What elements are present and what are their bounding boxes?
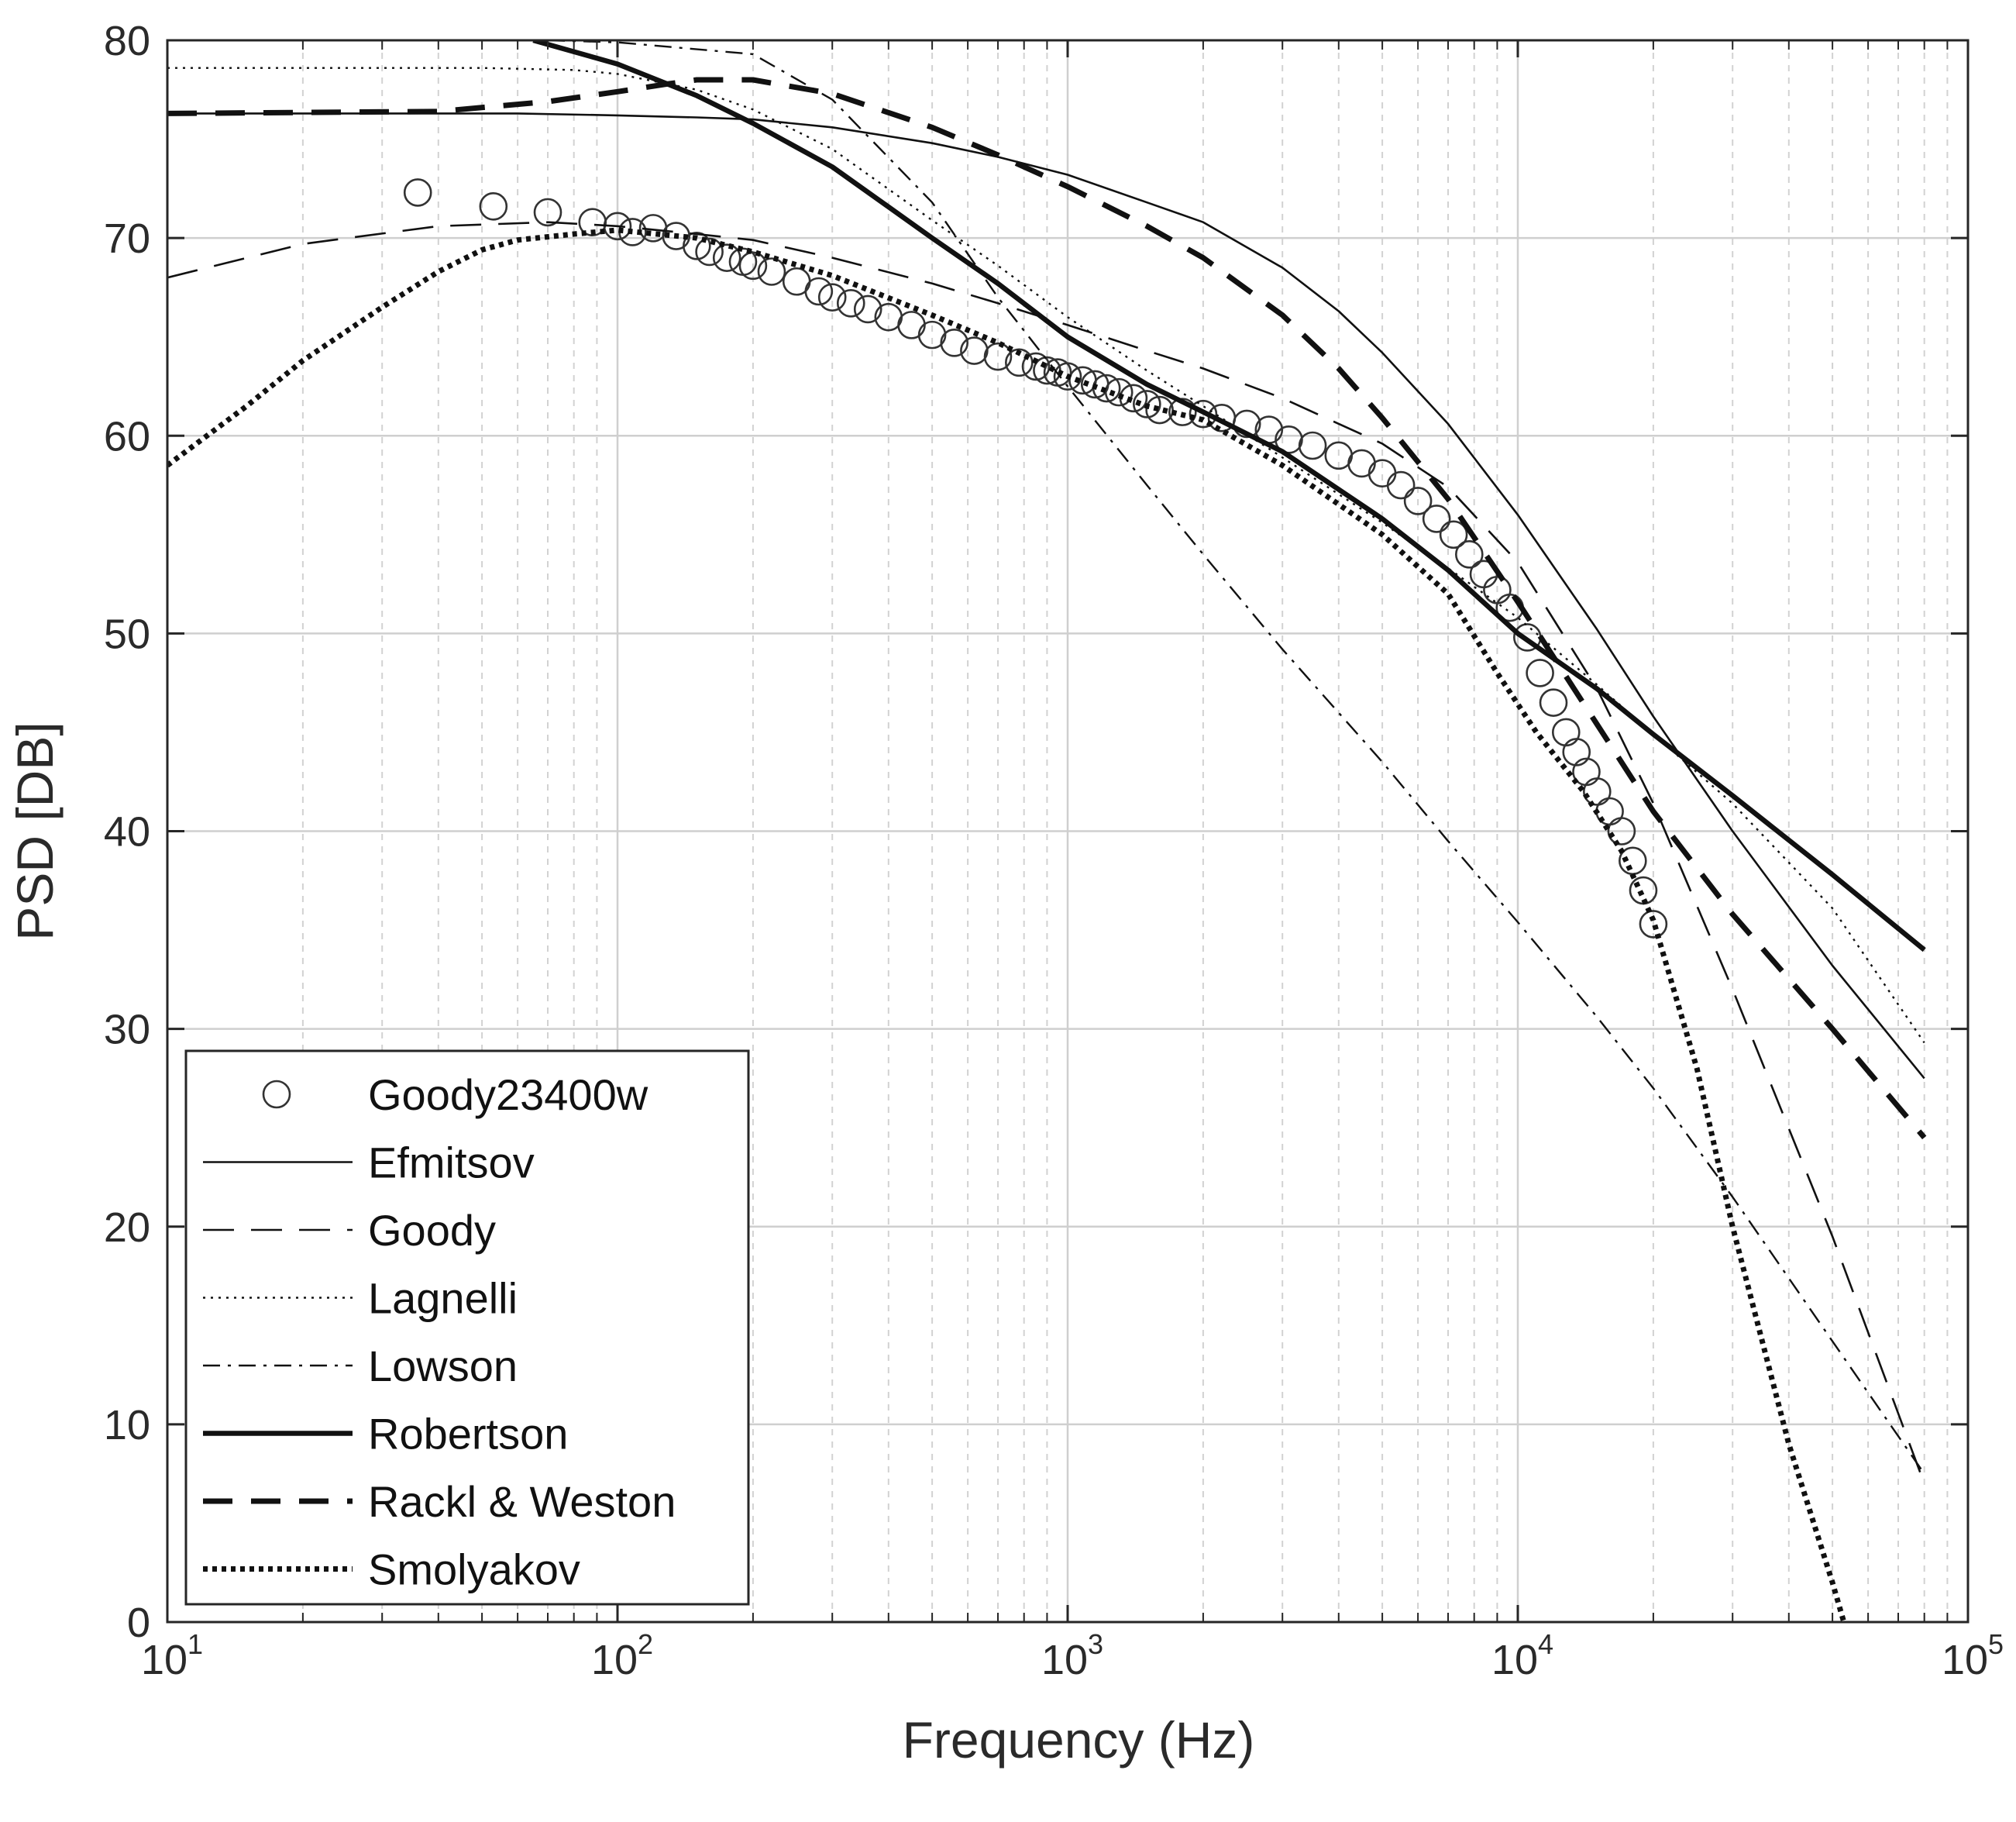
data-point [1275, 425, 1303, 454]
x-tick-exponent: 1 [187, 1628, 203, 1660]
data-point [1053, 362, 1082, 391]
data-point [1133, 390, 1161, 418]
x-tick-label: 102 [591, 1628, 653, 1683]
data-point [712, 243, 741, 272]
data-point [917, 320, 947, 350]
data-point [960, 336, 989, 365]
x-tick-base: 10 [1942, 1637, 1988, 1683]
data-point [1021, 352, 1051, 381]
legend-label-goody: Goody [368, 1206, 496, 1255]
y-tick-label: 70 [104, 215, 150, 262]
data-point [1005, 348, 1034, 377]
data-point [479, 192, 508, 221]
data-point [804, 277, 834, 306]
data-point [1562, 738, 1591, 766]
series-line-goody [167, 221, 1925, 1484]
legend-swatch-goody23400w [262, 1080, 291, 1109]
y-axis-title: PSD [DB] [6, 722, 64, 940]
data-point [1298, 431, 1327, 460]
x-tick-base: 10 [591, 1637, 638, 1683]
x-tick-label: 103 [1041, 1628, 1103, 1683]
legend-box [184, 1049, 750, 1606]
data-point [940, 329, 968, 357]
data-point [817, 283, 847, 312]
series-line-lowson [547, 40, 1925, 1475]
x-tick-exponent: 5 [1988, 1628, 2004, 1660]
data-point [1539, 688, 1568, 717]
legend: Goody23400w Efmitsov Goody Lagnelli Lowson Ro… [184, 1049, 750, 1606]
data-point [1422, 505, 1451, 533]
data-point [853, 294, 882, 324]
x-tick-exponent: 4 [1538, 1628, 1553, 1660]
legend-label-efmitsov: Efmitsov [368, 1138, 535, 1187]
data-point [1583, 777, 1612, 806]
data-point [757, 257, 786, 286]
series-goody23400w [403, 178, 1668, 939]
y-tick-label: 80 [104, 18, 150, 64]
x-tick-exponent: 2 [638, 1628, 653, 1660]
grid-major [167, 40, 1968, 1622]
data-point [403, 178, 432, 207]
y-tick-label: 0 [127, 1600, 150, 1646]
x-tick-exponent: 3 [1088, 1628, 1103, 1660]
y-tick-label: 30 [104, 1007, 150, 1053]
data-point [1403, 487, 1433, 515]
x-axis-title: Frequency (Hz) [903, 1711, 1255, 1769]
series-line-robertson [532, 40, 1926, 952]
series-line-efmitsov [167, 112, 1925, 1080]
legend-label-goody23400w: Goody23400w [368, 1070, 648, 1119]
x-tick-label: 105 [1942, 1628, 2004, 1683]
series-line-smolyakov [167, 227, 1847, 1622]
data-point [1386, 470, 1416, 500]
legend-label-lagnelli: Lagnelli [368, 1274, 518, 1323]
legend-label-smolyakov: Smolyakov [368, 1545, 580, 1594]
data-point [836, 289, 865, 318]
data-point [1232, 409, 1261, 439]
x-tick-base: 10 [141, 1637, 187, 1683]
legend-label-lowson: Lowson [368, 1342, 518, 1390]
data-point [1455, 540, 1484, 569]
x-tick-label: 104 [1491, 1628, 1553, 1683]
x-tick-base: 10 [1041, 1637, 1088, 1683]
data-point [1104, 377, 1134, 407]
y-tick-label: 40 [104, 809, 150, 856]
data-point [1189, 399, 1218, 429]
y-tick-label: 20 [104, 1204, 150, 1251]
data-point [983, 342, 1013, 371]
data-point [695, 237, 724, 267]
x-tick-label: 101 [141, 1628, 203, 1683]
y-tick-label: 60 [104, 413, 150, 460]
data-point [1607, 817, 1636, 846]
series-line-rackl-weston [167, 77, 1927, 1140]
data-point [683, 232, 711, 260]
data-point [1439, 520, 1468, 549]
y-tick-label: 10 [104, 1402, 150, 1448]
data-point [738, 251, 768, 281]
data-point [533, 198, 562, 227]
data-point [1639, 910, 1668, 939]
legend-label-robertson: Robertson [368, 1410, 568, 1459]
legend-label-rackl-weston: Rackl & Weston [368, 1477, 676, 1526]
data-point [1168, 398, 1197, 426]
y-tick-label: 50 [104, 611, 150, 657]
x-tick-base: 10 [1491, 1637, 1538, 1683]
series-layer [167, 40, 1927, 1622]
data-point [1526, 659, 1554, 687]
